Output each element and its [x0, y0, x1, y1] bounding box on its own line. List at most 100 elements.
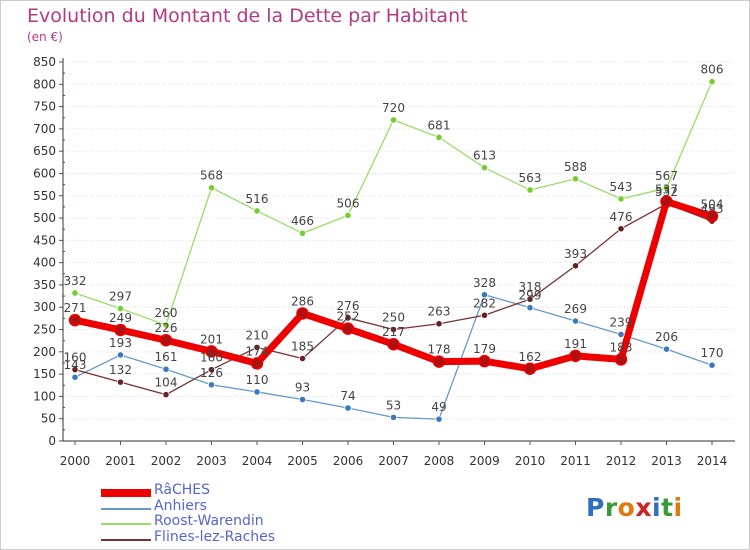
data-label: 720 [382, 101, 405, 115]
x-tick-label: 2004 [242, 454, 273, 468]
data-point [162, 391, 170, 399]
y-tick-label: 300 [33, 300, 56, 314]
data-label: 516 [246, 192, 269, 206]
data-label: 162 [519, 350, 542, 364]
logo-letter: o [617, 493, 636, 522]
data-label: 104 [155, 376, 178, 390]
data-point [116, 351, 125, 359]
data-label: 252 [337, 310, 360, 324]
y-tick-label: 850 [33, 55, 56, 69]
data-label: 506 [337, 196, 360, 210]
data-point [523, 362, 537, 376]
data-point [617, 330, 625, 339]
data-label: 53 [386, 398, 401, 412]
data-point [344, 314, 352, 322]
data-label: 567 [655, 169, 678, 183]
data-label: 217 [382, 325, 405, 339]
data-label: 271 [64, 301, 87, 315]
data-point [480, 311, 489, 319]
data-label: 282 [473, 296, 496, 310]
x-tick-label: 2003 [196, 454, 227, 468]
data-label: 161 [155, 350, 178, 364]
data-label: 74 [340, 389, 355, 403]
data-point [526, 304, 534, 312]
y-tick-label: 200 [33, 345, 56, 359]
data-label: 537 [655, 183, 678, 197]
y-tick-label: 700 [33, 122, 56, 136]
data-label: 613 [473, 149, 496, 163]
data-point [341, 322, 355, 335]
y-tick-label: 650 [33, 144, 56, 158]
data-label: 49 [431, 400, 446, 414]
legend-label: Roost-Warendin [154, 513, 264, 529]
x-tick-label: 2009 [469, 454, 500, 468]
data-point [526, 186, 534, 194]
data-point [389, 116, 398, 124]
data-point [614, 353, 628, 366]
data-label: 493 [701, 202, 724, 216]
x-tick-label: 2010 [515, 454, 546, 468]
data-point [571, 317, 580, 325]
data-label: 174 [246, 344, 269, 358]
logo-letter: x [635, 493, 652, 522]
data-label: 543 [610, 180, 633, 194]
data-label: 143 [64, 358, 87, 372]
y-tick-label: 500 [33, 211, 56, 225]
data-label: 276 [337, 299, 360, 313]
data-label: 588 [564, 160, 587, 174]
data-point [708, 361, 716, 369]
data-label: 183 [610, 340, 633, 354]
data-point [435, 320, 443, 328]
data-label: 206 [655, 330, 678, 344]
data-label: 239 [610, 315, 633, 329]
x-tick-label: 2006 [333, 454, 364, 468]
data-label: 286 [291, 294, 314, 308]
legend-swatch [101, 507, 151, 510]
data-point [114, 323, 127, 337]
data-point [116, 304, 125, 313]
data-point [253, 343, 261, 351]
y-tick-label: 400 [33, 256, 56, 270]
data-point [432, 355, 446, 368]
data-label: 269 [564, 302, 587, 316]
data-label: 318 [519, 280, 542, 294]
data-label: 201 [200, 332, 223, 346]
x-tick-label: 2005 [287, 454, 318, 468]
data-point [250, 357, 264, 370]
data-point [480, 291, 489, 299]
x-tick-label: 2012 [606, 454, 637, 468]
y-tick-label: 750 [33, 100, 56, 114]
y-tick-label: 250 [33, 323, 56, 337]
data-point [68, 313, 82, 327]
data-label: 299 [519, 289, 542, 303]
data-point [344, 211, 352, 219]
data-label: 179 [473, 342, 496, 356]
data-point [478, 354, 491, 368]
data-point [571, 175, 580, 183]
data-label: 250 [382, 311, 405, 325]
data-point [660, 195, 673, 208]
data-point [617, 195, 625, 203]
data-label: 110 [246, 373, 269, 387]
data-label: 681 [428, 118, 451, 132]
series-line-flines-lez-raches [74, 203, 713, 396]
logo-letter: r [604, 493, 618, 522]
data-point [480, 164, 489, 172]
data-point [205, 345, 218, 358]
data-label: 178 [428, 343, 451, 357]
data-point [207, 366, 216, 374]
data-label: 185 [291, 340, 314, 354]
data-point [435, 415, 443, 423]
x-tick-label: 2007 [378, 454, 409, 468]
data-point [162, 321, 170, 329]
x-tick-label: 2014 [697, 454, 728, 468]
data-label: 806 [701, 63, 724, 77]
data-label: 210 [246, 328, 269, 342]
x-tick-label: 2002 [151, 454, 182, 468]
data-point [617, 225, 625, 233]
data-point [662, 184, 671, 192]
data-point [298, 229, 307, 237]
data-point [705, 210, 719, 223]
data-label: 263 [428, 305, 451, 319]
data-label: 126 [200, 366, 223, 380]
